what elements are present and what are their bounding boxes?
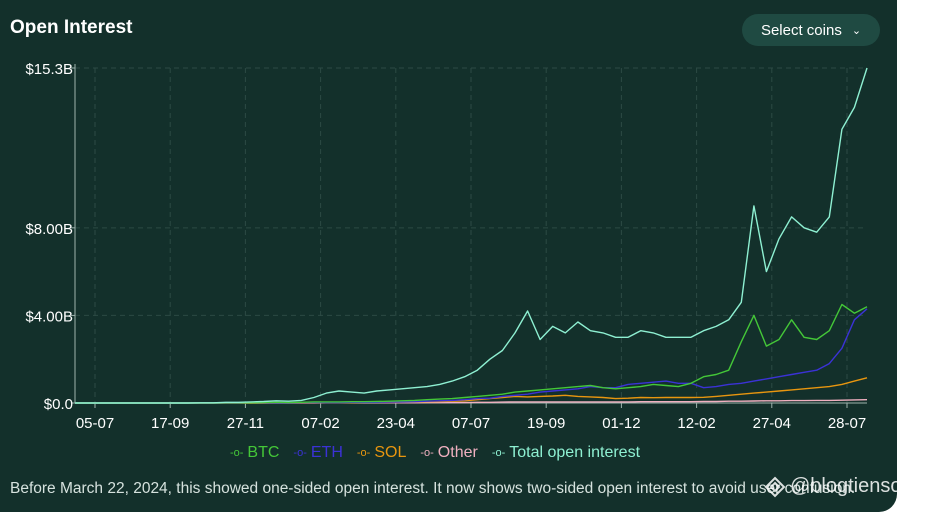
legend-marker-icon: -o- [491,447,506,459]
legend-item-other[interactable]: -o- Other [420,444,477,462]
x-tick-label: 23-04 [377,415,415,432]
legend-marker-icon: -o- [356,447,371,459]
legend-marker-icon: -o- [229,447,244,459]
y-tick-label: $0.0 [44,396,73,413]
legend-label: SOL [374,444,407,461]
series-line-total-open-interest [75,67,868,404]
series-line-btc [75,303,868,404]
legend-item-btc[interactable]: -o- BTC [230,444,279,462]
chevron-down-icon: ⌄ [851,24,862,37]
legend-label: Other [437,444,478,461]
select-coins-button[interactable]: Select coins ⌄ [742,14,880,46]
watermark: @blogtienso [764,475,901,498]
x-tick-label: 07-02 [301,415,339,432]
x-tick-label: 19-09 [527,415,565,432]
x-tick-label: 07-07 [452,415,490,432]
x-tick-label: 27-04 [753,415,791,432]
chart-title: Open Interest [10,17,133,38]
legend-label: BTC [247,444,280,461]
x-tick-label: 01-12 [602,415,640,432]
legend-item-eth[interactable]: -o- ETH [293,444,342,462]
y-tick-label: $8.00B [25,221,73,238]
watermark-text: @blogtienso [790,475,902,497]
chart-legend: -o- BTC -o- ETH -o- SOL -o- Other -o- Total open … [0,444,870,462]
x-tick-label: 27-11 [227,415,264,432]
x-tick-label: 17-09 [151,415,189,432]
y-tick-label: $4.00B [25,308,73,325]
x-tick-label: 12-02 [677,415,715,432]
y-tick-label: $15.3B [25,61,73,78]
legend-label: ETH [310,444,343,461]
legend-item-total-open-interest[interactable]: -o- Total open interest [492,444,640,462]
x-tick-label: 28-07 [828,415,866,432]
diamond-logo-icon [764,476,786,497]
open-interest-chart: $0.0 $4.00B $8.00B $15.3B 05-07 17-09 27-11 07-… [25,61,868,432]
legend-item-sol[interactable]: -o- SOL [357,444,406,462]
open-interest-card: Open Interest Select coins ⌄ $0.0 $4.00B $… [0,0,897,512]
footnote: Before March 22, 2024, this showed one-s… [10,480,856,497]
x-tick-label: 05-07 [76,415,114,432]
legend-label: Total open interest [509,444,641,461]
select-coins-label: Select coins [760,21,842,39]
legend-marker-icon: -o- [420,447,434,459]
legend-marker-icon: -o- [293,447,307,459]
